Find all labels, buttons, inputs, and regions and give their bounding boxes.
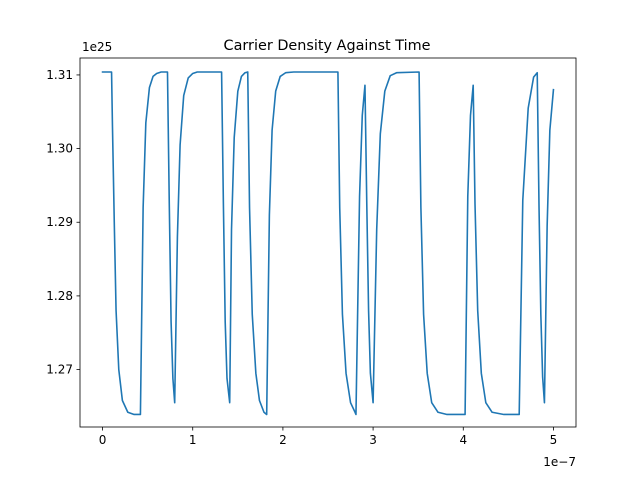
x-tick-label: 0 xyxy=(99,433,107,447)
y-tick-label: 1.29 xyxy=(46,215,73,229)
axis-ticks: 0 1 2 3 4 5 1.27 1.28 1.29 1.30 1.31 xyxy=(46,68,557,447)
plot-area xyxy=(101,71,555,416)
y-axis-offset-label: 1e25 xyxy=(82,40,112,54)
x-tick-label: 4 xyxy=(459,433,467,447)
x-tick-label: 3 xyxy=(369,433,377,447)
x-tick-label: 2 xyxy=(279,433,287,447)
y-tick-label: 1.28 xyxy=(46,289,73,303)
y-tick-label: 1.31 xyxy=(46,68,73,82)
x-tick-label: 1 xyxy=(189,433,197,447)
y-tick-label: 1.30 xyxy=(46,142,73,156)
y-tick-label: 1.27 xyxy=(46,363,73,377)
x-tick-label: 5 xyxy=(550,433,558,447)
x-axis-offset-label: 1e−7 xyxy=(543,455,576,469)
axes-frame xyxy=(79,57,577,428)
chart-title: Carrier Density Against Time xyxy=(224,38,431,54)
series-line xyxy=(101,71,555,416)
